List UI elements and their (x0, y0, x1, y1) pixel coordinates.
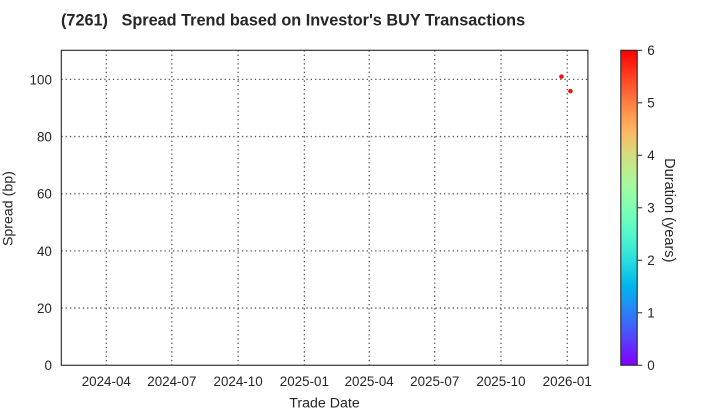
svg-text:0: 0 (647, 358, 654, 373)
svg-text:6: 6 (647, 43, 654, 58)
svg-text:2024-10: 2024-10 (214, 374, 263, 389)
svg-text:2025-01: 2025-01 (280, 374, 329, 389)
svg-text:60: 60 (37, 187, 52, 202)
svg-text:0: 0 (44, 358, 51, 373)
svg-text:Duration (years): Duration (years) (661, 158, 677, 262)
svg-text:2025-10: 2025-10 (476, 374, 525, 389)
svg-text:Spread (bp): Spread (bp) (0, 171, 16, 246)
svg-text:2025-07: 2025-07 (410, 374, 459, 389)
svg-text:100: 100 (30, 72, 52, 87)
svg-text:3: 3 (647, 201, 654, 216)
svg-text:2025-04: 2025-04 (345, 374, 395, 389)
svg-text:2026-01: 2026-01 (543, 374, 592, 389)
svg-text:(7261) Spread Trend based on: (7261) Spread Trend based on Investor's … (61, 12, 525, 30)
svg-text:5: 5 (647, 96, 654, 111)
svg-text:Trade Date: Trade Date (289, 395, 360, 411)
svg-text:2024-04: 2024-04 (82, 374, 132, 389)
svg-text:2024-07: 2024-07 (147, 374, 196, 389)
svg-text:1: 1 (647, 306, 654, 321)
svg-text:4: 4 (647, 148, 655, 163)
svg-text:20: 20 (37, 301, 52, 316)
svg-text:2: 2 (647, 253, 654, 268)
svg-text:40: 40 (37, 244, 52, 259)
svg-text:80: 80 (37, 129, 52, 144)
